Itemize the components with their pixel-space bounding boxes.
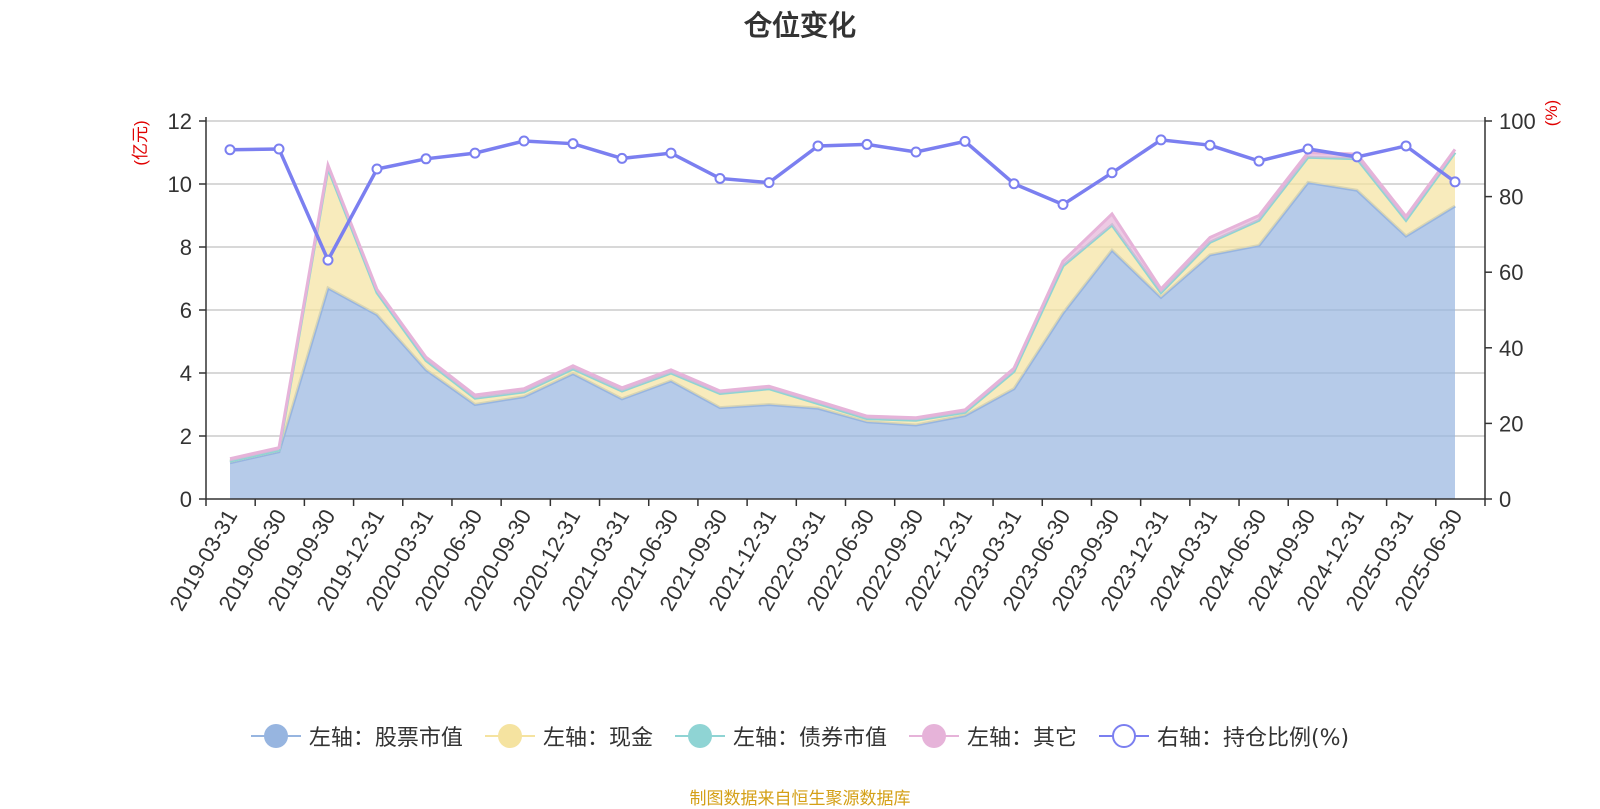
ratio-point[interactable]: [518, 135, 530, 147]
ratio-point[interactable]: [861, 138, 873, 150]
right-axis-tick-label: 80: [1499, 185, 1523, 210]
left-axis-tick-label: 2: [180, 424, 192, 449]
ratio-point[interactable]: [420, 153, 432, 165]
legend-label: 左轴：其它: [966, 726, 1077, 751]
left-axis-tick-label: 8: [180, 235, 192, 260]
right-axis-tick-label: 60: [1499, 260, 1523, 285]
legend-label: 左轴：现金: [542, 726, 653, 751]
left-axis-tick-label: 0: [180, 487, 192, 512]
right-axis-unit: (%): [1542, 100, 1561, 126]
left-axis-tick-label: 12: [168, 109, 192, 134]
legend-item[interactable]: 左轴：债券市值: [674, 720, 887, 752]
ratio-point[interactable]: [1008, 178, 1020, 190]
source-note: 制图数据来自恒生聚源数据库: [689, 789, 911, 809]
area-series: [230, 182, 1455, 500]
legend: 左轴：股票市值 左轴：现金 左轴：债券市值 左轴：其它 右轴：持仓比例(%): [0, 720, 1600, 752]
ratio-point[interactable]: [616, 152, 628, 164]
legend-marker-icon: [1098, 724, 1149, 748]
right-axis-tick-label: 100: [1499, 109, 1536, 134]
left-axis-tick-label: 4: [180, 361, 192, 386]
ratio-point[interactable]: [763, 177, 775, 189]
ratio-point[interactable]: [371, 163, 383, 175]
left-axis-tick-label: 6: [180, 298, 192, 323]
ratio-line-path: [229, 138, 1457, 265]
legend-marker-icon: [674, 724, 725, 748]
ratio-point[interactable]: [1302, 143, 1314, 155]
ratio-point[interactable]: [1400, 140, 1412, 152]
legend-item[interactable]: 右轴：持仓比例(%): [1098, 720, 1350, 752]
right-axis-tick-label: 20: [1499, 411, 1523, 436]
ratio-point[interactable]: [567, 138, 579, 150]
legend-item[interactable]: 左轴：其它: [908, 720, 1077, 752]
ratio-point[interactable]: [224, 144, 236, 156]
ratio-point[interactable]: [1204, 139, 1216, 151]
ratio-point[interactable]: [1351, 151, 1363, 163]
ratio-point[interactable]: [714, 172, 726, 184]
stacked-areas: [229, 148, 1457, 500]
legend-marker-icon: [484, 724, 535, 748]
ratio-point[interactable]: [1155, 134, 1167, 146]
ratio-point[interactable]: [1057, 199, 1069, 211]
chart-title: 仓位变化: [743, 9, 856, 42]
area-series-edge: [229, 148, 1457, 461]
left-axis-tick-label: 10: [168, 172, 192, 197]
ratio-point[interactable]: [959, 135, 971, 147]
ratio-point[interactable]: [1449, 176, 1461, 188]
ratio-point[interactable]: [1106, 167, 1118, 179]
ratio-point[interactable]: [910, 146, 922, 158]
ratio-line: [224, 134, 1461, 266]
ratio-point[interactable]: [812, 140, 824, 152]
area-series: [230, 152, 1455, 463]
legend-label: 左轴：债券市值: [732, 726, 887, 751]
legend-item[interactable]: 左轴：股票市值: [250, 720, 463, 752]
ratio-point[interactable]: [665, 147, 677, 159]
right-axis-tick-label: 0: [1499, 487, 1511, 512]
legend-label: 左轴：股票市值: [308, 726, 463, 751]
right-axis-tick-label: 40: [1499, 336, 1523, 361]
legend-item[interactable]: 左轴：现金: [484, 720, 653, 752]
legend-label: 右轴：持仓比例(%): [1156, 726, 1350, 751]
ratio-point[interactable]: [469, 147, 481, 159]
legend-marker-icon: [250, 724, 301, 748]
ratio-point[interactable]: [1253, 155, 1265, 167]
ratio-point[interactable]: [273, 143, 285, 155]
legend-marker-icon: [908, 724, 959, 748]
ratio-point[interactable]: [322, 254, 334, 266]
left-axis-unit: (亿元): [131, 120, 150, 165]
